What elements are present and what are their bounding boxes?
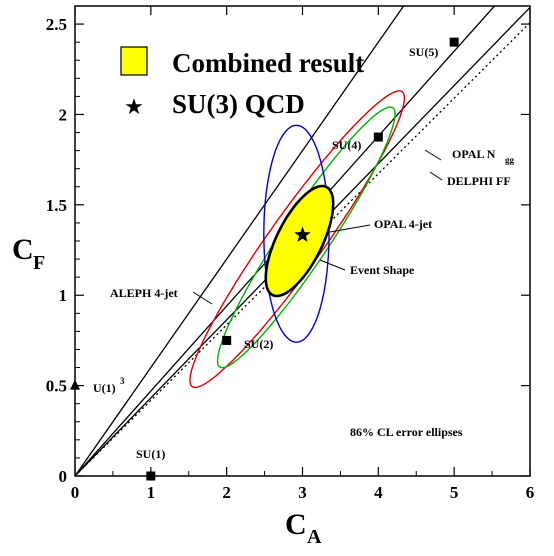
point-square-1 [222, 335, 232, 345]
legend: Combined result ★ SU(3) QCD [120, 46, 364, 120]
x-tick-label-0: 0 [71, 483, 80, 502]
cl-annotation: 86% CL error ellipses [350, 425, 463, 439]
point-label-su5: SU(5) [409, 45, 438, 59]
y-tick-label-2: 1 [59, 286, 68, 305]
opal-4jet-leader [329, 224, 371, 233]
y-tick-label-0: 0 [59, 467, 68, 486]
x-tick-label-4: 4 [374, 483, 383, 502]
point-star-5 [294, 226, 311, 242]
delphi-ff-leader [429, 171, 443, 181]
point-label-su4: SU(4) [332, 138, 361, 152]
y-tick-label-3: 1.5 [46, 196, 67, 215]
point-label-su2: SU(2) [244, 337, 273, 351]
point-label-su1: SU(1) [136, 447, 165, 461]
aleph-4jet-label: ALEPH 4-jet [110, 286, 178, 300]
point-square-2 [373, 132, 383, 142]
point-square-3 [449, 37, 459, 47]
delphi-ff-label: DELPHI FF [447, 174, 511, 188]
ellipse-0 [189, 90, 406, 389]
legend-star-icon: ★ [124, 95, 144, 120]
event-shape-leader [319, 259, 346, 271]
x-tick-label-6: 6 [526, 483, 535, 502]
x-axis-title: C [285, 508, 307, 541]
error-ellipses [189, 90, 406, 389]
point-labels: SU(1) SU(2) SU(4) SU(5) U(1) 3 [93, 45, 438, 461]
legend-label-qcd: SU(3) QCD [172, 89, 305, 119]
x-tick-label-5: 5 [450, 483, 459, 502]
x-tick-label-1: 1 [147, 483, 156, 502]
x-tick-label-2: 2 [222, 483, 231, 502]
ellipse-3 [264, 184, 335, 298]
line-labels: OPAL N gg DELPHI FF OPAL 4-jet Event Sha… [110, 147, 515, 305]
line-1 [75, 6, 405, 476]
aleph-4jet-leader [192, 291, 213, 305]
opal-4jet-label: OPAL 4-jet [374, 217, 432, 231]
x-tick-label-3: 3 [298, 483, 307, 502]
ellipse-1 [216, 106, 396, 369]
y-axis-title: C [12, 233, 34, 266]
y-tick-label-4: 2 [59, 105, 68, 124]
x-axis-title-subscript: A [307, 526, 322, 548]
opal-ngg-label-sub: gg [505, 155, 515, 165]
plot-area: 0 1 2 3 4 5 6 0 0.5 1 1.5 2 2.5 [46, 5, 535, 502]
y-tick-label-1: 0.5 [46, 377, 67, 396]
opal-ngg-label: OPAL N [452, 147, 496, 161]
event-shape-label: Event Shape [350, 263, 415, 277]
y-axis-title-subscript: F [33, 252, 45, 274]
opal-ngg-leader [424, 149, 442, 161]
y-tick-label-5: 2.5 [46, 15, 67, 34]
point-label-u1-sup: 3 [120, 376, 125, 386]
legend-label-combined: Combined result [172, 48, 364, 78]
legend-swatch-combined [120, 46, 148, 76]
ellipse-2 [263, 124, 330, 343]
axis-ticks: 0 1 2 3 4 5 6 0 0.5 1 1.5 2 2.5 [46, 6, 535, 502]
point-label-u1: U(1) [93, 381, 116, 395]
